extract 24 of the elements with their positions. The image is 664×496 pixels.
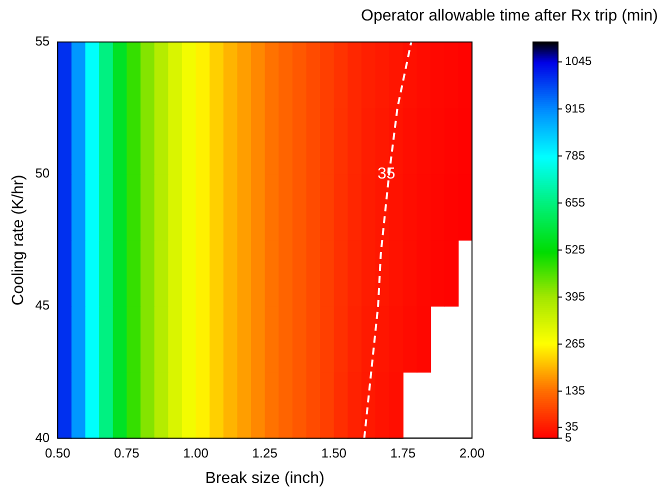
x-tick-label: 1.00 [183, 446, 208, 461]
color-bar-label: 655 [565, 195, 586, 210]
color-bar-label: 135 [565, 383, 586, 398]
y-tick-label: 45 [35, 298, 50, 313]
color-bar-title: Operator allowable time after Rx trip (min) [361, 7, 658, 24]
x-tick-label: 2.00 [459, 446, 485, 461]
color-bar-label: 265 [565, 336, 586, 350]
color-bar-label: 915 [565, 101, 586, 116]
y-tick-label: 55 [35, 34, 50, 49]
x-tick-label: 0.75 [114, 446, 140, 461]
annotation: 35 [377, 165, 396, 182]
color-bar-label: 525 [565, 242, 586, 256]
y-axis-title: Cooling rate (K/hr) [10, 174, 28, 306]
color-bar-label: 785 [565, 148, 586, 162]
color-bar-label: 1045 [565, 54, 592, 68]
x-tick-label: 1.50 [321, 446, 347, 461]
y-tick-label: 40 [35, 430, 50, 445]
x-tick-label: 1.25 [252, 446, 278, 461]
x-tick-label: 1.75 [390, 446, 416, 461]
y-tick-label: 50 [35, 166, 50, 181]
line-series [363, 42, 412, 438]
color-bar-label: 395 [565, 289, 586, 304]
x-axis-title: Break size (inch) [205, 470, 324, 487]
x-tick-label: 0.50 [45, 446, 70, 461]
